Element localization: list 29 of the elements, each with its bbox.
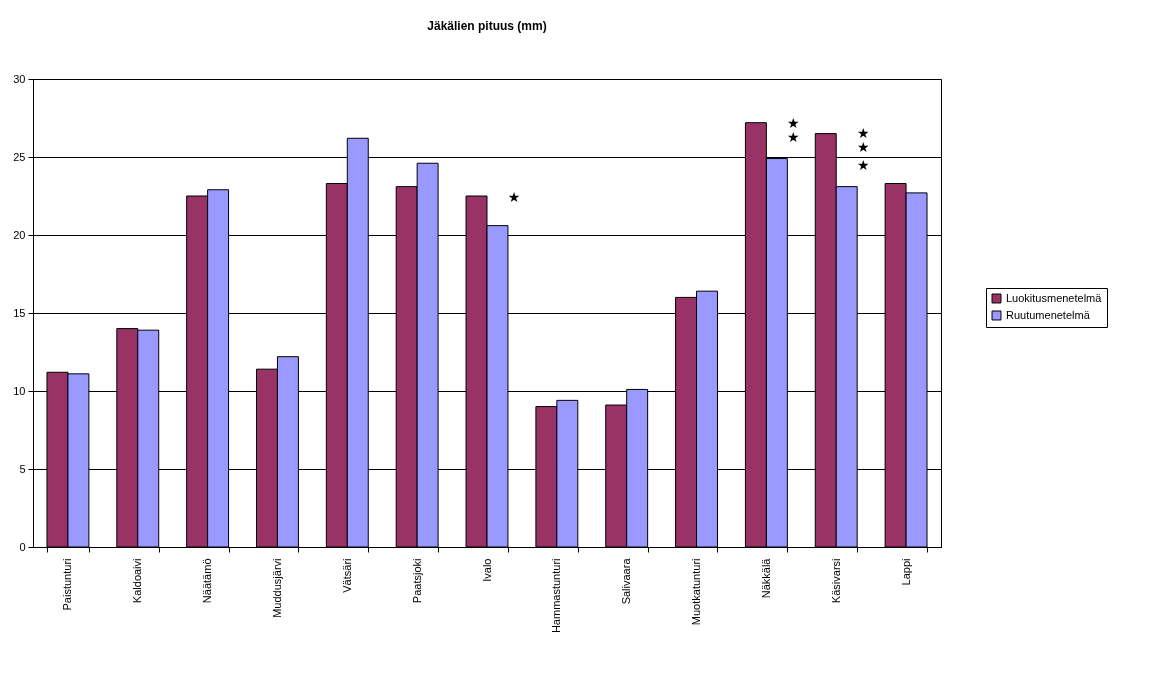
y-tick-label: 30 bbox=[13, 72, 26, 85]
x-tick-label: Kaldoaivi bbox=[131, 558, 144, 604]
annotation: ★ bbox=[787, 115, 800, 132]
annotation: ★ bbox=[856, 124, 870, 141]
annotation: ★ bbox=[507, 188, 521, 205]
chart-title: Jäkälien pituus (mm) bbox=[427, 19, 547, 33]
x-tick-label: Muddusjärvi bbox=[270, 558, 283, 618]
x-tick-label: Näkkälä bbox=[759, 557, 772, 599]
x-tick-label: Ivalo bbox=[480, 558, 493, 582]
x-tick-label: Paistunturi bbox=[61, 558, 74, 611]
annotation: ★ bbox=[787, 129, 800, 146]
legend-label: Luokitusmenetelmä bbox=[1006, 291, 1103, 304]
x-tick-label: Käsivarsi bbox=[829, 558, 842, 604]
x-tick-label: Muotkatunturi bbox=[690, 558, 703, 626]
x-tick-label: Vätsäri bbox=[340, 558, 353, 593]
y-tick-label: 10 bbox=[13, 384, 26, 397]
annotation: ★ bbox=[856, 138, 870, 155]
x-tick-label: Näätämö bbox=[201, 558, 214, 604]
y-tick-label: 0 bbox=[19, 540, 26, 553]
y-tick-label: 25 bbox=[13, 150, 26, 163]
y-tick-label: 5 bbox=[19, 462, 26, 475]
x-tick-label: Lappi bbox=[899, 558, 912, 586]
x-tick-label: Paatsjoki bbox=[410, 558, 423, 604]
y-tick-label: 15 bbox=[13, 306, 26, 319]
x-tick-label: Hammastunturi bbox=[550, 558, 563, 634]
x-tick-label: Salivaara bbox=[620, 557, 633, 605]
legend-label: Ruutumenetelmä bbox=[1006, 308, 1091, 321]
annotation: ★ bbox=[856, 157, 870, 174]
y-tick-label: 20 bbox=[13, 228, 26, 241]
